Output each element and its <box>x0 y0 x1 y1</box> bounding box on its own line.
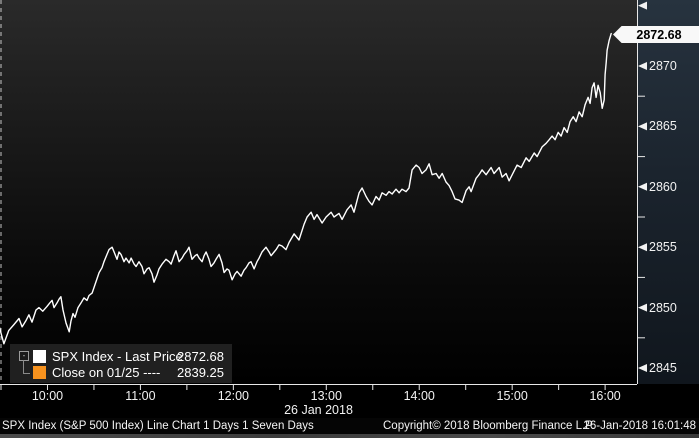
time-tick-label: 16:00 <box>589 389 621 403</box>
timestamp-text: 26-Jan-2018 16:01:48 <box>583 420 696 432</box>
legend-value: 2839.25 <box>177 364 224 380</box>
chart-legend[interactable]: - SPX Index - Last Price 2872.68 Close o… <box>10 344 232 383</box>
price-tick-label: 2870 <box>649 59 677 73</box>
window-bottom-edge <box>0 434 699 438</box>
legend-tree-connector: - <box>19 351 33 374</box>
last-price-flag: 2872.68 <box>613 26 699 43</box>
time-tick-label: 13:00 <box>310 389 342 403</box>
price-tick-label: 2850 <box>649 300 677 315</box>
price-axis[interactable]: 2870 2865 2860 2855 2850 2845 <box>637 0 699 384</box>
status-bar: SPX Index (S&P 500 Index) Line Chart 1 D… <box>0 418 699 434</box>
legend-row-prev-close[interactable]: Close on 01/25 ---- 2839.25 <box>33 364 228 380</box>
legend-row-last-price[interactable]: SPX Index - Last Price 2872.68 <box>33 348 228 364</box>
time-axis-ticks <box>0 384 637 390</box>
time-tick-label: 14:00 <box>403 389 435 403</box>
price-axis-ticks <box>638 1 647 372</box>
time-tick-label: 10:00 <box>31 389 64 403</box>
time-tick-label: 12:00 <box>217 389 249 403</box>
legend-collapse-icon[interactable]: - <box>19 351 29 361</box>
chart-title-text: SPX Index (S&P 500 Index) Line Chart 1 D… <box>2 420 314 432</box>
time-tick-label: 15:00 <box>496 389 528 403</box>
series-swatch-white <box>33 349 46 363</box>
time-axis[interactable]: 10:00 11:00 12:00 13:00 14:00 15:00 16:00 26 J… <box>0 384 699 418</box>
legend-value: 2872.68 <box>177 348 224 364</box>
legend-label: Close on 01/25 ---- <box>52 364 161 380</box>
price-tick-label: 2860 <box>649 179 677 194</box>
price-tick-label: 2845 <box>649 361 677 375</box>
price-line-chart <box>0 0 612 384</box>
legend-label: SPX Index - Last Price <box>52 348 183 364</box>
copyright-text: Copyright© 2018 Bloomberg Finance L.P. <box>383 420 595 432</box>
chart-plot-area[interactable]: - SPX Index - Last Price 2872.68 Close o… <box>0 0 637 384</box>
price-tick-label: 2865 <box>649 119 677 134</box>
series-swatch-orange <box>33 365 46 379</box>
price-tick-label: 2855 <box>649 240 677 255</box>
date-label: 26 Jan 2018 <box>284 403 353 417</box>
time-tick-label: 11:00 <box>125 389 156 403</box>
